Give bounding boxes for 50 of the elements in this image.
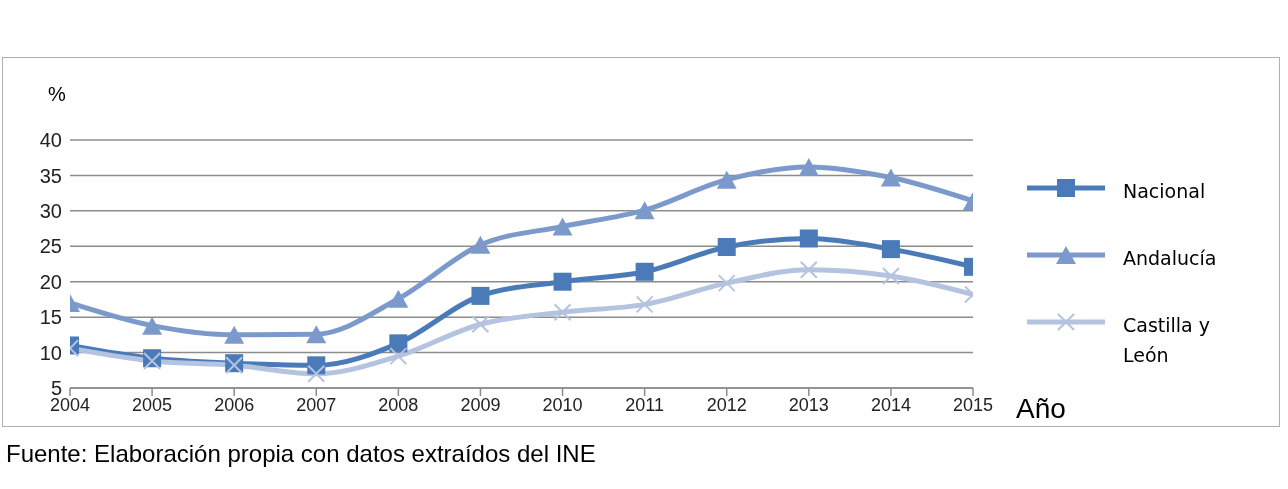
point [881,240,900,259]
y-tick-label: 10 [39,341,62,364]
point [799,260,818,279]
legend-label: Castilla y León [1123,313,1212,368]
source-note: Fuente: Elaboración propia con datos extraídos del INE [6,440,596,468]
legend-label: Andalucía [1123,246,1218,271]
point [388,289,409,308]
point [717,237,736,256]
y-tick-label: 30 [39,199,62,222]
y-axis-title: % [48,83,66,106]
x-tick-label: 2013 [788,394,829,415]
point [716,170,737,189]
point [717,274,736,293]
point [470,235,491,254]
x-tick-label: 2008 [378,394,419,415]
point [635,295,654,314]
point [389,334,408,353]
x-tick-label: 2011 [625,394,664,415]
legend-label: Nacional [1123,179,1207,204]
point [880,168,901,187]
x-axis-title: Año [1016,393,1066,425]
point [799,229,818,248]
point [553,303,572,322]
point [224,325,245,344]
y-tick-label: 25 [39,235,62,258]
x-tick-label: 2004 [49,394,91,415]
point [552,217,573,236]
point [881,267,900,286]
x-tick-label: 2010 [542,394,583,415]
point [471,286,490,305]
x-tick-label: 2012 [706,394,747,415]
y-tick-label: 40 [39,129,62,152]
x-tick-label: 2015 [952,394,994,415]
point [634,201,655,220]
point [142,316,163,335]
y-tick-label: 20 [39,270,62,293]
point [306,325,327,344]
y-tick-label: 15 [39,306,62,329]
x-tick-label: 2007 [296,394,337,415]
x-tick-label: 2006 [214,394,255,415]
x-tick-label: 2009 [460,394,501,415]
point [553,272,572,291]
point [635,262,654,281]
point [798,157,819,176]
point [389,347,408,366]
x-tick-label: 2005 [132,394,173,415]
y-tick-label: 35 [39,164,62,187]
point [307,364,326,383]
x-tick-label: 2014 [870,394,911,415]
point [471,315,490,334]
